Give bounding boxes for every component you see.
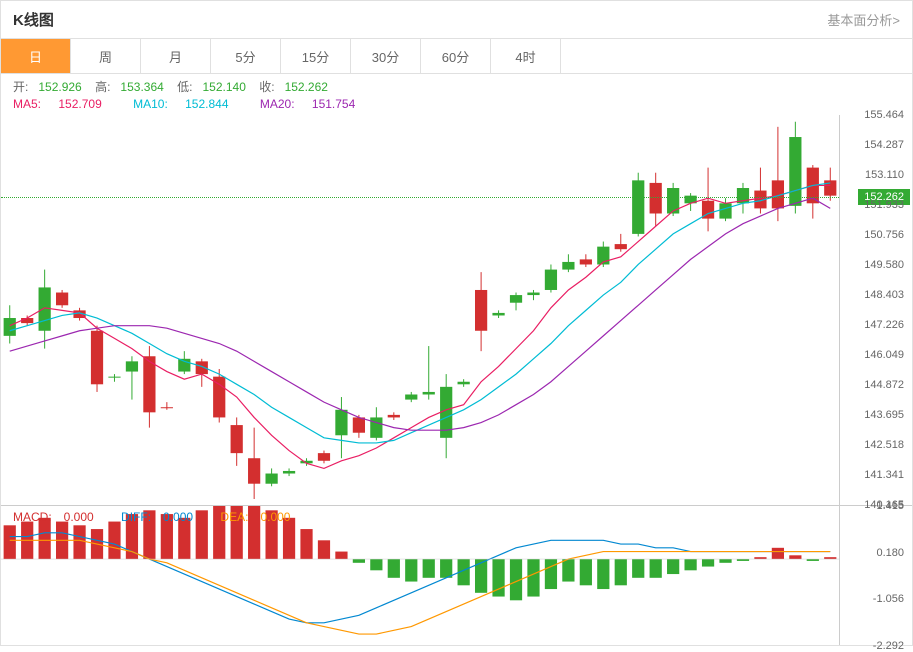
ma-row: MA5: 152.709 MA10: 152.844 MA20: 151.754 [13, 97, 900, 111]
ma20-label: MA20: 151.754 [260, 97, 369, 111]
tab-周[interactable]: 周 [71, 39, 141, 73]
macd-value: MACD:0.000 [13, 510, 106, 524]
ytick: 143.695 [864, 409, 904, 421]
tab-5分[interactable]: 5分 [211, 39, 281, 73]
tab-15分[interactable]: 15分 [281, 39, 351, 73]
timeframe-tabs: 日周月5分15分30分60分4时 [1, 39, 912, 74]
close-label: 收: [259, 80, 274, 94]
ohlc-row: 开: 152.926 高: 153.364 低: 152.140 收: 152.262 [13, 78, 900, 95]
candlestick-chart[interactable]: 152.262 155.464154.287153.110151.933150.… [1, 115, 912, 505]
ytick: 150.756 [864, 229, 904, 241]
ma10-label: MA10: 152.844 [133, 97, 242, 111]
macd-ytick: 1.415 [876, 500, 904, 512]
open-value: 152.926 [38, 80, 81, 94]
macd-chart[interactable]: MACD:0.000 DIFF:0.000 DEA:0.000 1.4150.1… [1, 505, 912, 645]
ma5-label: MA5: 152.709 [13, 97, 116, 111]
high-value: 153.364 [120, 80, 163, 94]
header: K线图 基本面分析> [1, 1, 912, 39]
ytick: 141.341 [864, 469, 904, 481]
low-value: 152.140 [203, 80, 246, 94]
ytick: 153.110 [865, 169, 904, 181]
ytick: 144.872 [864, 379, 904, 391]
info-bar: 开:152.926 高:153.364 低:152.140 收:152.262 … [1, 74, 912, 115]
macd-axis: 1.4150.180-1.056-2.292 [840, 506, 912, 645]
price-axis: 152.262 155.464154.287153.110151.933150.… [840, 115, 912, 505]
chart-title: K线图 [13, 9, 54, 30]
close-value: 152.262 [285, 80, 328, 94]
diff-value: DIFF:0.000 [121, 510, 205, 524]
tab-月[interactable]: 月 [141, 39, 211, 73]
analysis-link[interactable]: 基本面分析> [827, 10, 900, 29]
chart-container: K线图 基本面分析> 日周月5分15分30分60分4时 开: 152.926 高:… [0, 0, 913, 646]
macd-ytick: -2.292 [873, 640, 904, 652]
ytick: 151.933 [864, 199, 904, 211]
open-label: 开: [13, 80, 28, 94]
tab-30分[interactable]: 30分 [351, 39, 421, 73]
macd-info: MACD:0.000 DIFF:0.000 DEA:0.000 [13, 510, 314, 524]
ytick: 147.226 [864, 319, 904, 331]
ytick: 155.464 [864, 109, 904, 121]
last-price-line [1, 197, 839, 198]
low-label: 低: [177, 80, 192, 94]
ytick: 146.049 [864, 349, 904, 361]
tab-4时[interactable]: 4时 [491, 39, 561, 73]
dea-value: DEA:0.000 [220, 510, 302, 524]
ytick: 149.580 [864, 259, 904, 271]
macd-ytick: -1.056 [873, 593, 904, 605]
ytick: 154.287 [864, 139, 904, 151]
macd-ytick: 0.180 [876, 547, 904, 559]
tab-60分[interactable]: 60分 [421, 39, 491, 73]
ytick: 142.518 [864, 439, 904, 451]
high-label: 高: [95, 80, 110, 94]
ytick: 148.403 [864, 289, 904, 301]
tab-日[interactable]: 日 [1, 39, 71, 73]
